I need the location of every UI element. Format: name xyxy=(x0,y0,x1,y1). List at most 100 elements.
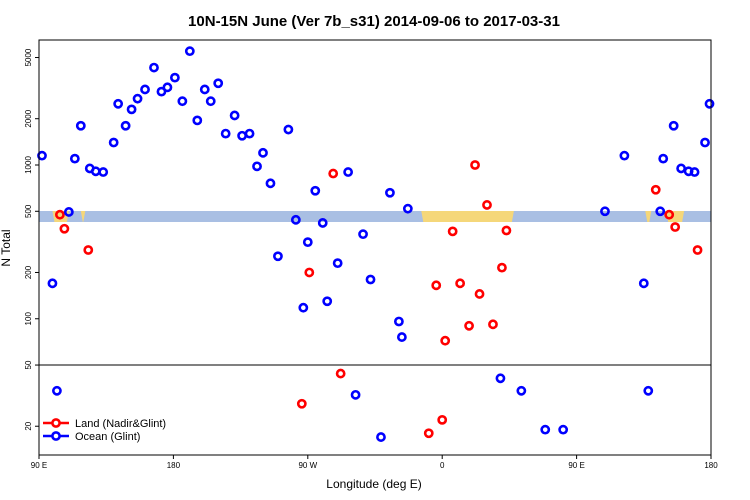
data-point xyxy=(423,428,434,439)
data-point xyxy=(69,153,80,164)
data-points-layer xyxy=(37,46,715,442)
data-point xyxy=(140,84,150,95)
data-point xyxy=(343,167,354,177)
y-tick-label: 5000 xyxy=(24,48,33,66)
data-point xyxy=(402,203,413,214)
data-point xyxy=(296,398,307,409)
data-point xyxy=(290,214,301,225)
data-point xyxy=(283,124,294,135)
y-tick-label: 1000 xyxy=(24,156,33,174)
data-point xyxy=(670,222,681,232)
data-point xyxy=(169,72,180,83)
x-tick-label: 180 xyxy=(704,461,718,470)
data-point xyxy=(59,223,70,234)
x-tick-label: 90 E xyxy=(31,461,47,470)
legend-marker xyxy=(51,431,61,441)
chart-title: 10N-15N June (Ver 7b_s31) 2014-09-06 to … xyxy=(188,13,560,30)
data-point xyxy=(540,424,551,435)
data-point xyxy=(229,110,240,121)
data-point xyxy=(132,93,143,104)
y-tick-label: 100 xyxy=(24,312,33,326)
data-point xyxy=(252,161,262,172)
data-point xyxy=(302,237,313,248)
land-ocean-band xyxy=(39,211,711,222)
data-point xyxy=(55,209,65,220)
data-point xyxy=(37,150,47,161)
x-tick-label: 0 xyxy=(440,461,445,470)
data-point xyxy=(98,167,109,177)
y-axis-title: N Total xyxy=(0,229,13,266)
plot-frame xyxy=(38,39,712,456)
data-point xyxy=(52,385,62,396)
data-point xyxy=(205,96,216,107)
land-segment xyxy=(666,211,685,222)
data-point xyxy=(516,385,527,396)
data-point xyxy=(558,424,569,435)
x-axis-title: Longitude (deg E) xyxy=(326,477,421,491)
data-point xyxy=(643,385,654,396)
data-point xyxy=(704,98,715,109)
legend-label: Ocean (Glint) xyxy=(75,431,140,443)
data-point xyxy=(322,296,333,307)
land-segment xyxy=(80,211,86,222)
data-point xyxy=(350,389,361,400)
data-point xyxy=(692,245,703,255)
data-point xyxy=(376,432,386,442)
data-point xyxy=(184,46,195,57)
data-point xyxy=(655,206,666,217)
data-point xyxy=(332,258,343,269)
x-axis: 90 E 180 90 W 0 90 E 180 xyxy=(31,455,718,470)
data-point xyxy=(47,278,58,289)
data-point xyxy=(396,332,407,342)
legend: Land (Nadir&Glint)Ocean (Glint) xyxy=(43,418,166,443)
data-point xyxy=(455,278,466,289)
data-point xyxy=(199,84,210,95)
y-tick-label: 2000 xyxy=(24,109,33,127)
data-point xyxy=(437,414,448,425)
ocean-series xyxy=(37,46,715,442)
data-point xyxy=(192,115,203,126)
data-point xyxy=(265,178,276,189)
data-point xyxy=(120,120,131,131)
y-tick-label: 20 xyxy=(24,421,33,430)
data-point xyxy=(220,128,231,139)
x-tick-label: 180 xyxy=(167,461,181,470)
legend-label: Land (Nadir&Glint) xyxy=(75,418,166,430)
data-point xyxy=(149,62,159,73)
data-point xyxy=(447,226,458,237)
data-point xyxy=(650,184,661,195)
x-tick-label: 90 W xyxy=(298,461,317,470)
data-point xyxy=(482,200,492,210)
data-point xyxy=(689,167,700,177)
data-point xyxy=(464,320,474,331)
land-series xyxy=(55,160,703,439)
data-point xyxy=(310,185,321,196)
data-point xyxy=(90,166,101,177)
data-point xyxy=(244,128,255,139)
data-point xyxy=(497,262,507,273)
data-point xyxy=(431,280,442,291)
y-axis: 20 50 100 200 500 1000 2000 5000 xyxy=(24,48,39,431)
data-point xyxy=(328,168,339,179)
y-tick-label: 200 xyxy=(24,265,33,279)
land-segment xyxy=(421,211,514,222)
y-tick-label: 50 xyxy=(24,360,33,369)
data-point xyxy=(273,251,283,262)
data-point xyxy=(676,163,687,174)
data-point xyxy=(664,209,675,220)
data-point xyxy=(63,207,74,217)
data-point xyxy=(470,160,480,170)
data-point xyxy=(358,229,368,240)
land-segment xyxy=(645,211,652,222)
data-point xyxy=(440,335,451,346)
y-tick-label: 500 xyxy=(24,204,33,218)
data-point xyxy=(365,274,376,285)
data-point xyxy=(213,78,224,89)
data-point xyxy=(83,245,94,255)
x-tick-label: 90 E xyxy=(568,461,584,470)
ocean-band xyxy=(39,211,711,222)
data-point xyxy=(501,225,512,236)
data-point xyxy=(385,187,395,198)
data-point xyxy=(393,316,404,327)
